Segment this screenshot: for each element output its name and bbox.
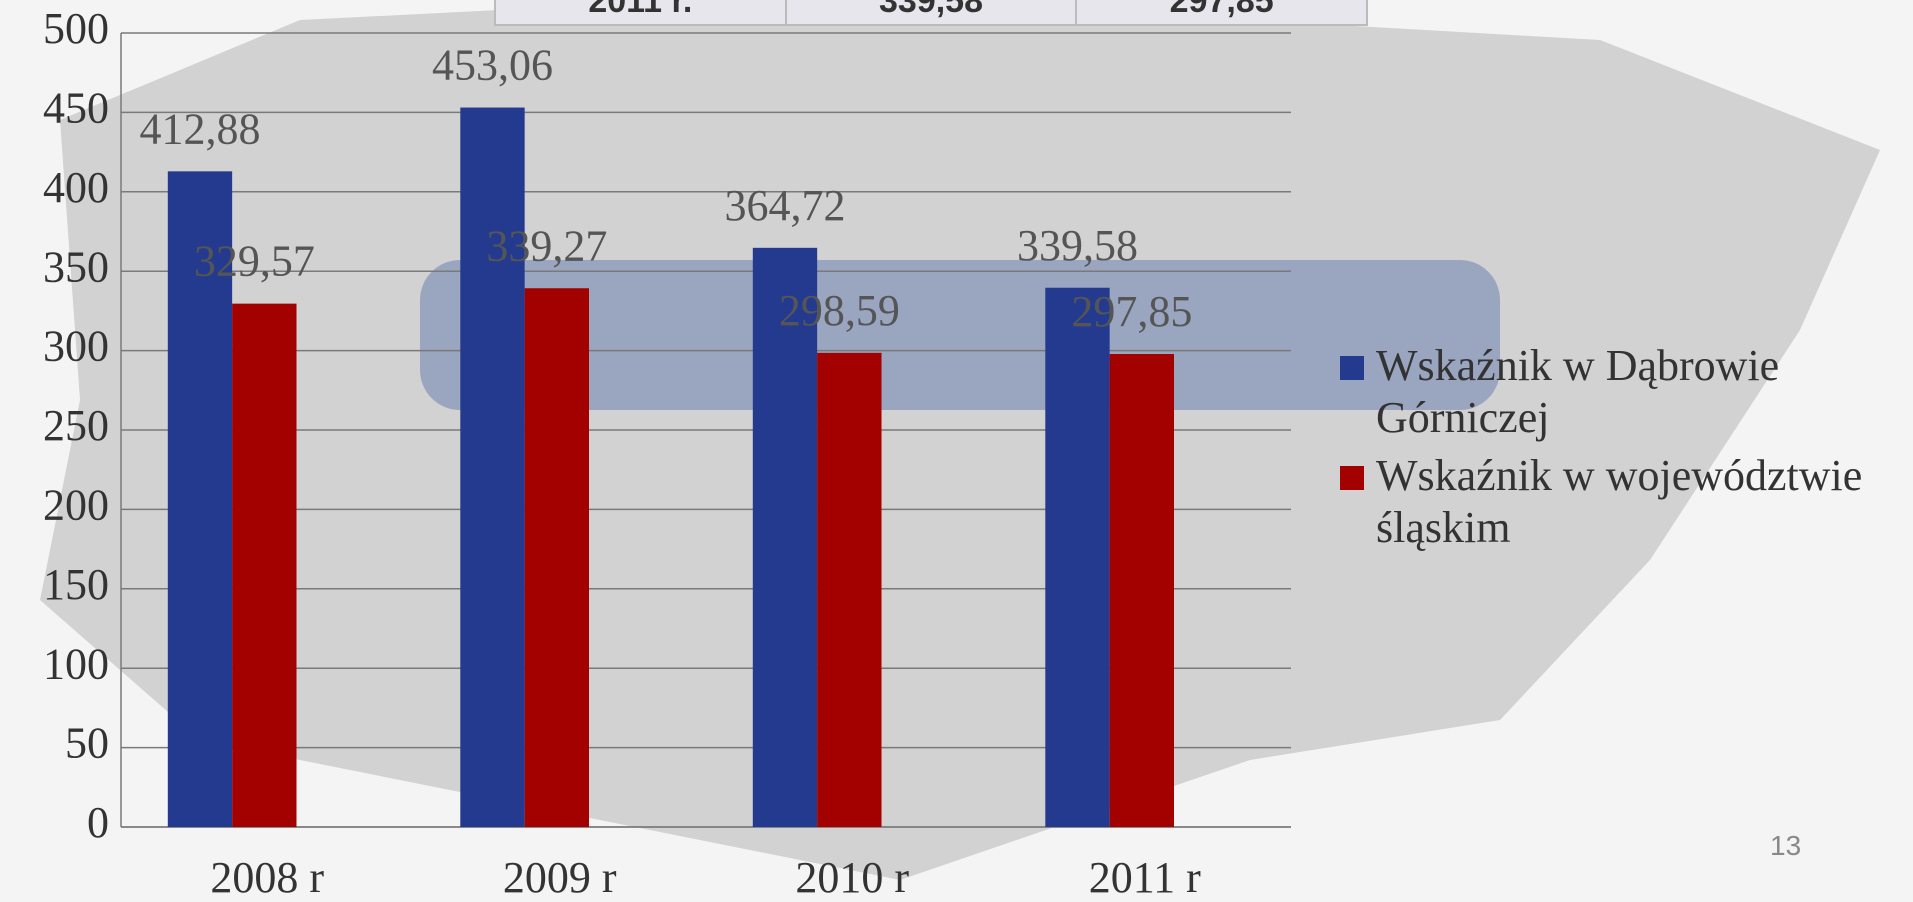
bar xyxy=(524,288,589,827)
y-tick-label: 150 xyxy=(43,560,109,609)
bar xyxy=(167,171,233,827)
value-label: 412,88 xyxy=(139,104,260,153)
table-cell: 297,85 xyxy=(1169,0,1274,20)
value-label: 339,58 xyxy=(1017,221,1138,270)
value-label: 453,06 xyxy=(432,41,553,90)
value-label: 364,72 xyxy=(724,181,845,230)
x-tick-label: 2010 r xyxy=(795,853,909,902)
y-tick-label: 450 xyxy=(43,83,109,132)
y-tick-label: 50 xyxy=(65,719,109,768)
bar xyxy=(232,303,297,828)
bar xyxy=(752,247,818,827)
page-number: 13 xyxy=(1770,830,1802,861)
badge-band xyxy=(420,260,1500,410)
y-tick-label: 350 xyxy=(43,242,109,291)
table-cell: 339,58 xyxy=(787,0,1078,24)
y-tick-label: 500 xyxy=(43,4,109,53)
legend-swatch xyxy=(1340,466,1364,490)
bar xyxy=(817,352,882,827)
x-tick-label: 2008 r xyxy=(210,853,324,902)
value-label: 297,85 xyxy=(1071,287,1192,336)
value-label: 339,27 xyxy=(486,221,607,270)
y-tick-label: 250 xyxy=(43,401,109,450)
legend-label: Wskaźnik w województwie śląskim xyxy=(1376,451,1863,552)
y-tick-label: 200 xyxy=(43,480,109,529)
bar xyxy=(1109,354,1174,827)
legend: Wskaźnik w Dąbrowie Górniczej Wskaźnik w … xyxy=(1340,340,1913,560)
y-tick-label: 400 xyxy=(43,163,109,212)
bar xyxy=(460,107,525,828)
legend-item: Wskaźnik w województwie śląskim xyxy=(1340,450,1913,554)
x-tick-label: 2011 r xyxy=(1089,853,1201,902)
y-tick-label: 300 xyxy=(43,322,109,371)
table-cell: 2011 r. xyxy=(496,0,787,24)
value-label: 298,59 xyxy=(779,286,900,335)
legend-swatch xyxy=(1340,356,1364,380)
y-tick-label: 0 xyxy=(87,798,109,847)
legend-label: Wskaźnik w Dąbrowie Górniczej xyxy=(1376,341,1780,442)
y-tick-label: 100 xyxy=(43,639,109,688)
legend-item: Wskaźnik w Dąbrowie Górniczej xyxy=(1340,340,1913,444)
x-tick-label: 2009 r xyxy=(503,853,617,902)
bar xyxy=(1045,287,1110,827)
table-row: 2011 r. 339,58 297,85 xyxy=(494,0,1368,26)
value-label: 329,57 xyxy=(194,237,315,286)
